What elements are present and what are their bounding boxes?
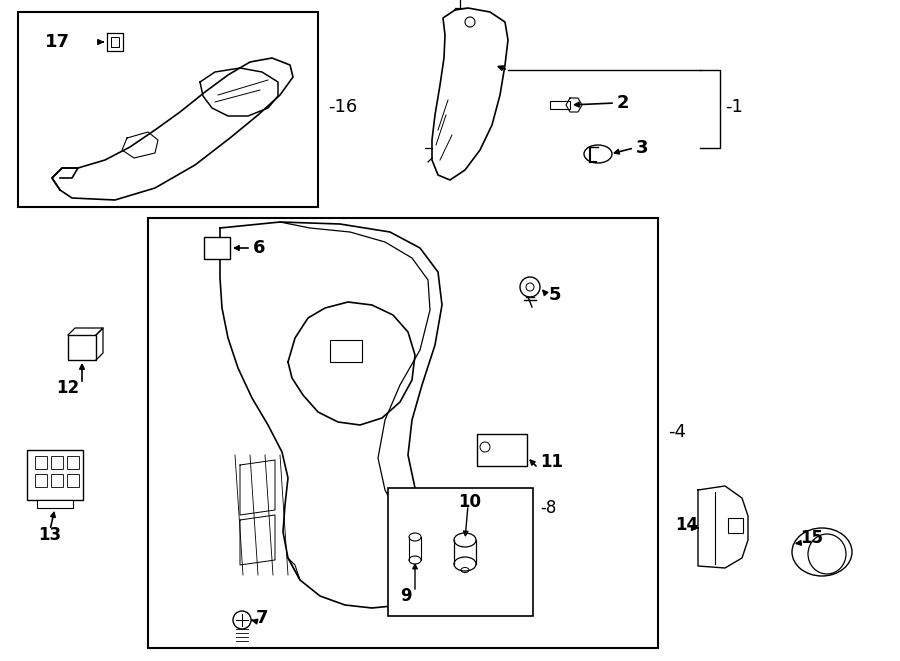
Bar (111, 37, 119, 47)
Bar (51, 474, 63, 487)
Text: 11: 11 (540, 453, 563, 471)
Text: 2: 2 (617, 94, 629, 112)
Text: -1: -1 (725, 98, 742, 116)
Bar (67, 474, 79, 487)
Text: 17: 17 (45, 33, 70, 51)
Bar (35, 474, 47, 487)
Text: 7: 7 (256, 609, 268, 627)
Text: 6: 6 (253, 239, 266, 257)
Bar (68, 335, 96, 360)
Text: 9: 9 (400, 587, 411, 605)
Bar (477, 434, 527, 466)
Bar (35, 456, 47, 469)
Bar (388, 488, 533, 616)
Bar (550, 101, 570, 109)
Text: -4: -4 (668, 423, 686, 441)
Text: 10: 10 (458, 493, 481, 511)
Bar (204, 237, 230, 259)
Bar (27, 450, 83, 500)
Text: -16: -16 (328, 98, 357, 116)
Bar (728, 518, 743, 533)
Bar (51, 456, 63, 469)
Text: -8: -8 (540, 499, 556, 517)
Text: 3: 3 (636, 139, 649, 157)
Text: 14: 14 (675, 516, 698, 534)
Text: 13: 13 (39, 526, 61, 544)
Bar (67, 456, 79, 469)
Bar (37, 500, 73, 508)
Bar (18, 12, 318, 207)
Bar (330, 340, 362, 362)
Text: 5: 5 (549, 286, 562, 304)
Text: 12: 12 (57, 379, 79, 397)
Bar (148, 218, 658, 648)
Text: 15: 15 (800, 529, 823, 547)
